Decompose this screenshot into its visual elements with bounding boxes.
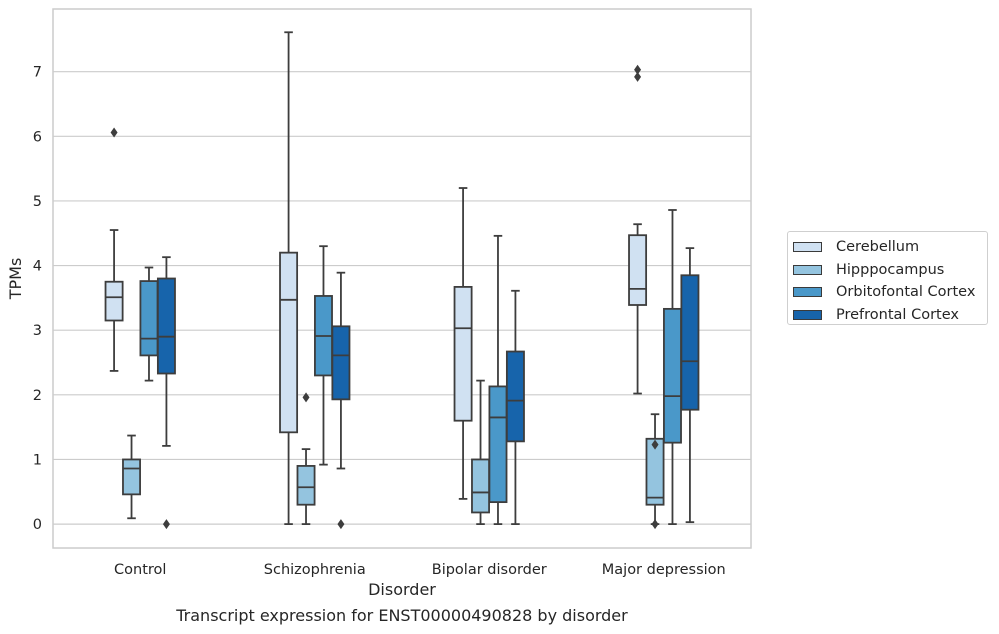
box <box>663 307 682 444</box>
outlier-marker <box>634 71 642 82</box>
legend-swatch <box>793 287 822 298</box>
box <box>645 437 665 506</box>
box <box>471 458 490 514</box>
box <box>628 234 648 306</box>
box <box>296 465 316 506</box>
y-tick-label: 3 <box>33 323 42 339</box>
legend-swatch <box>793 309 822 320</box>
plot-frame <box>52 8 752 549</box>
outlier-marker <box>302 392 310 403</box>
y-axis-label: TPMs <box>6 258 25 301</box>
box <box>680 274 700 411</box>
outlier-marker <box>110 127 118 138</box>
box <box>122 458 141 496</box>
legend-label: Hipppocampus <box>836 261 945 278</box>
legend-item: Prefrontal Cortex <box>793 304 987 327</box>
y-tick-label: 4 <box>33 259 42 275</box>
box <box>139 280 159 357</box>
x-tick-label: Bipolar disorder <box>432 562 547 578</box>
outlier-marker <box>651 439 659 450</box>
x-tick-label: Schizophrenia <box>264 562 366 578</box>
y-tick-label: 2 <box>33 388 42 404</box>
y-tick-label: 5 <box>33 194 42 210</box>
y-tick-label: 7 <box>33 65 42 81</box>
y-tick-label: 1 <box>33 452 42 468</box>
box <box>279 251 299 434</box>
x-tick-label: Major depression <box>602 562 726 578</box>
y-tick-label: 0 <box>33 517 42 533</box>
y-tick-label: 6 <box>33 129 42 145</box>
legend-item: Hipppocampus <box>793 259 987 282</box>
legend: Cerebellum Hipppocampus Orbitofontal Corte… <box>787 231 988 325</box>
legend-label: Cerebellum <box>836 239 920 256</box>
chart-title: Transcript expression for ENST0000049082… <box>176 606 628 625</box>
box <box>156 277 176 375</box>
box <box>104 280 124 322</box>
box <box>505 350 525 443</box>
legend-item: Cerebellum <box>793 236 987 259</box>
legend-label: Orbitofontal Cortex <box>836 284 976 301</box>
legend-swatch <box>793 242 822 253</box>
legend-item: Orbitofontal Cortex <box>793 281 987 304</box>
outlier-marker <box>651 519 659 530</box>
box <box>331 325 351 401</box>
box <box>453 286 473 422</box>
outlier-marker <box>634 64 642 75</box>
legend-swatch <box>793 264 822 275</box>
outlier-marker <box>162 519 170 530</box>
box <box>488 385 508 504</box>
x-tick-label: Control <box>114 562 166 578</box>
outlier-marker <box>337 519 345 530</box>
x-axis-label: Disorder <box>368 580 436 599</box>
legend-label: Prefrontal Cortex <box>836 306 959 323</box>
